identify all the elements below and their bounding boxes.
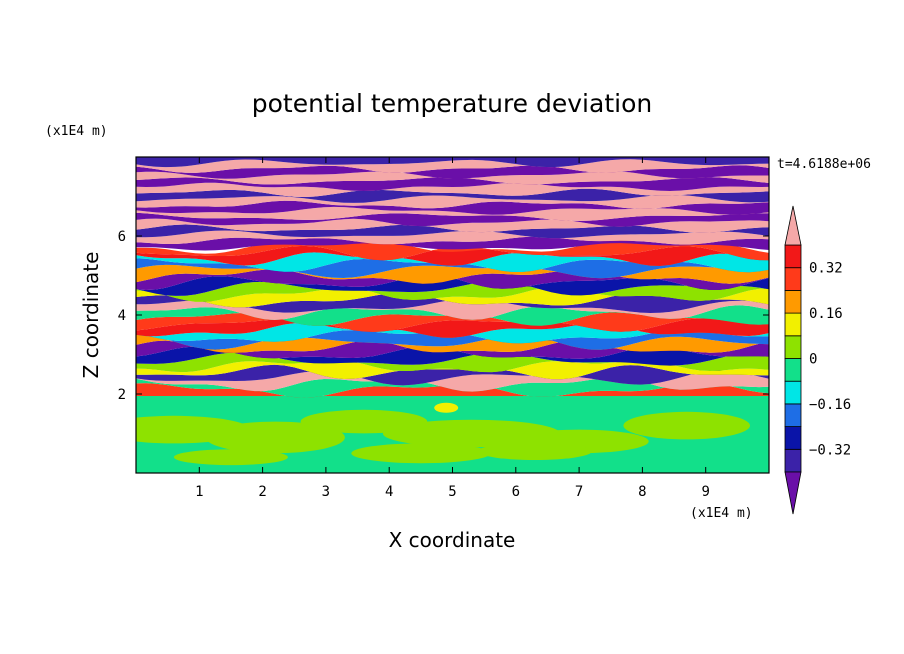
contour-band [136, 292, 769, 313]
colorbar-segment [784, 312, 802, 337]
x-tick-label: 3 [322, 484, 330, 500]
x-tick-label: 8 [638, 484, 646, 500]
contour-band [136, 328, 769, 350]
x-axis: 1 2 3 4 5 6 7 8 9 [195, 157, 710, 500]
contour-band [136, 318, 769, 338]
colorbar-tick-label: 0.16 [809, 306, 843, 322]
contour-band [136, 236, 769, 251]
y-unit-label: (x1E4 m) [45, 124, 108, 139]
contour-band [136, 258, 769, 279]
swirl-patch [477, 442, 592, 460]
x-tick-label: 7 [575, 484, 583, 500]
contour-band [136, 188, 769, 203]
contour-band [136, 224, 769, 239]
contour-band [136, 212, 769, 227]
x-tick-label: 5 [448, 484, 456, 500]
chart-title: potential temperature deviation [252, 89, 652, 118]
contour-band [136, 346, 769, 366]
contour-band [136, 206, 769, 221]
x-unit-label: (x1E4 m) [690, 506, 753, 521]
colorbar-segment [784, 289, 802, 314]
colorbar-tick-label: −0.32 [809, 442, 851, 458]
contour-band [136, 340, 769, 359]
x-tick-label: 6 [512, 484, 520, 500]
colorbar-tick-label: 0 [809, 352, 817, 368]
contour-band [136, 264, 769, 284]
contour-band [136, 252, 769, 273]
contour-band [136, 165, 769, 179]
colorbar-upper-extension [784, 205, 802, 246]
contour-band [136, 218, 769, 233]
contour-band [136, 360, 769, 380]
contour-band [136, 157, 769, 168]
contour-band [136, 274, 769, 296]
y-tick-label: 4 [118, 308, 126, 324]
colorbar-segment [784, 358, 802, 382]
contour-band [136, 281, 769, 302]
contour-band [136, 182, 769, 197]
colorbar-tick-label: −0.16 [809, 397, 851, 413]
colorbar-segment [784, 244, 802, 269]
colorbar-segment [784, 335, 802, 359]
y-tick-label: 6 [118, 229, 126, 245]
contour-band [136, 286, 769, 308]
x-tick-label: 9 [701, 484, 709, 500]
swirl-patch [351, 443, 491, 464]
colorbar-lower-extension [784, 471, 802, 515]
x-axis-title: X coordinate [389, 528, 516, 552]
contour-band [136, 370, 769, 392]
contour-band [136, 298, 769, 320]
contour-band [136, 200, 769, 215]
contour-band [136, 177, 769, 191]
swirl-patch [173, 449, 288, 466]
colorbar: 0.32 0.16 0 −0.16 −0.32 [784, 205, 851, 515]
colorbar-segment [784, 267, 802, 291]
contour-band [136, 194, 769, 209]
contour-band [136, 159, 769, 173]
contour-field [136, 157, 769, 473]
contour-band [136, 312, 769, 332]
colorbar-segment [784, 403, 802, 427]
yellow-patch [434, 402, 459, 413]
swirl-patch [623, 411, 750, 440]
contour-band [136, 364, 769, 386]
contour-band [136, 382, 769, 398]
contour-band [136, 352, 769, 373]
colorbar-segment [784, 380, 802, 405]
y-axis: 2 4 6 [118, 229, 769, 403]
time-label: t=4.6188e+06 [777, 157, 871, 172]
contour-band [136, 245, 769, 266]
colorbar-segment [784, 426, 802, 450]
contour-band [136, 230, 769, 245]
y-tick-label: 2 [118, 387, 126, 403]
x-tick-label: 2 [258, 484, 266, 500]
contour-band [136, 240, 769, 261]
x-tick-label: 4 [385, 484, 393, 500]
y-axis-title: Z coordinate [79, 252, 103, 379]
colorbar-tick-label: 0.32 [809, 261, 843, 277]
colorbar-segment [784, 448, 802, 473]
x-tick-label: 1 [195, 484, 203, 500]
swirl-patch [205, 421, 345, 454]
